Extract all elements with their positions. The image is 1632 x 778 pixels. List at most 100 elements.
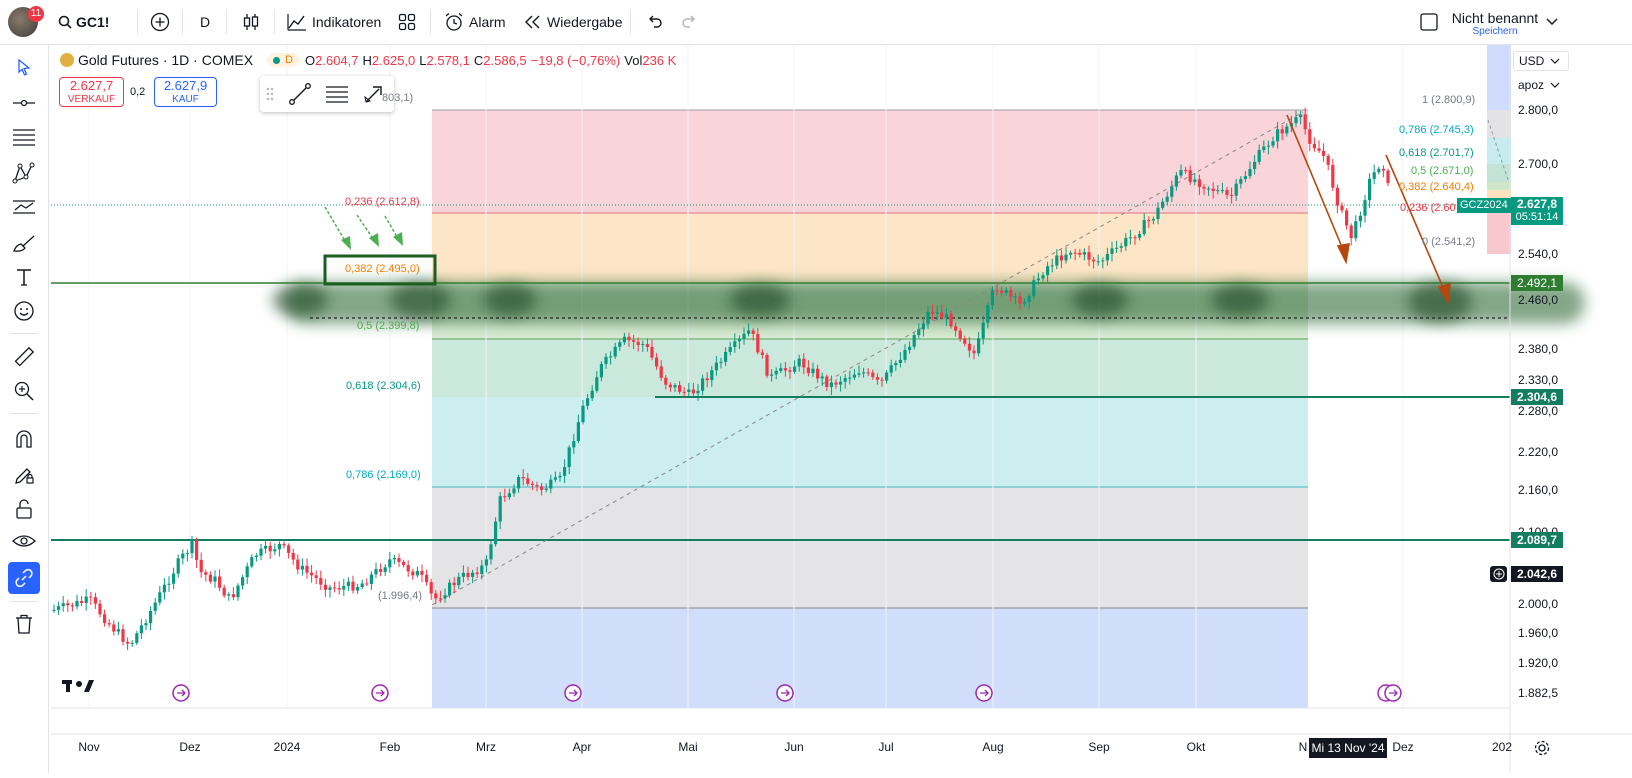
candle-body	[241, 577, 245, 586]
session-status[interactable]: D	[267, 53, 299, 67]
candle-body	[572, 441, 576, 448]
scale-dropdown[interactable]: apoz	[1513, 75, 1569, 95]
layout-name-block[interactable]: Nicht benannt Speichern	[1450, 10, 1540, 37]
text-tool[interactable]	[8, 261, 40, 293]
chart-pane[interactable]	[51, 45, 1632, 773]
candle-body	[1082, 252, 1086, 255]
candle-body	[185, 553, 189, 555]
floating-drawing-toolbar	[260, 76, 394, 112]
horizontal-ray-icon	[13, 99, 35, 107]
symbol-search-button[interactable]: GC1!	[58, 0, 109, 44]
redo-button[interactable]	[681, 0, 699, 44]
line-price-label-2304: 2.304,6	[1511, 389, 1563, 405]
chart-settings-button[interactable]	[1533, 739, 1551, 762]
candle-body	[1165, 196, 1169, 202]
candle-body	[779, 368, 783, 371]
layout-templates-button[interactable]	[398, 0, 416, 44]
interval-button[interactable]: D	[200, 14, 211, 30]
trend-line-tool[interactable]	[8, 87, 40, 119]
hide-drawings-tool[interactable]	[8, 525, 40, 557]
time-tick-label: 202	[1491, 740, 1513, 754]
brush-tool[interactable]	[8, 227, 40, 259]
candle-body	[434, 593, 438, 599]
candlestick-series	[52, 107, 1390, 651]
candle-body	[383, 567, 387, 572]
fib-retracement-icon[interactable]	[324, 82, 350, 106]
replay-button[interactable]: Wiedergabe	[524, 0, 623, 44]
currency-dropdown[interactable]: USD	[1513, 51, 1569, 71]
grid-icon	[398, 13, 416, 31]
candle-body	[494, 521, 498, 545]
candle-body	[1312, 143, 1316, 149]
candle-body	[392, 558, 396, 560]
candle-body	[66, 603, 70, 606]
candle-body	[581, 405, 585, 423]
add-alert-button[interactable]	[1490, 566, 1507, 582]
candle-body	[632, 340, 636, 342]
scale-label: apoz	[1518, 78, 1545, 92]
candles-icon	[243, 14, 259, 30]
arrow-tool-icon[interactable]	[362, 82, 386, 106]
candle-body	[912, 335, 916, 347]
candle-body	[259, 548, 263, 556]
indicators-button[interactable]: Indikatoren	[287, 0, 381, 44]
magnet-tool[interactable]	[8, 423, 40, 455]
candle-body	[503, 496, 507, 498]
remove-drawings-tool[interactable]	[8, 608, 40, 640]
candle-body	[995, 290, 999, 292]
replay-label: Wiedergabe	[547, 14, 623, 30]
zoom-tool[interactable]	[8, 375, 40, 407]
lock-drawings-tool[interactable]	[8, 493, 40, 525]
forecast-tool[interactable]	[8, 191, 40, 223]
candle-body	[475, 572, 479, 575]
price-chart[interactable]	[51, 45, 1632, 773]
time-tick-label: Sep	[1088, 740, 1110, 754]
measure-tool[interactable]	[8, 341, 40, 373]
candle-body	[1368, 178, 1372, 201]
pattern-tool[interactable]	[8, 157, 40, 189]
sync-drawings-tool[interactable]	[8, 562, 40, 594]
candle-body	[829, 382, 833, 388]
alert-button[interactable]: Alarm	[444, 0, 506, 44]
change-value: −19,8 (−0,76%)	[530, 52, 621, 68]
price-tick-label: 2.330,0	[1518, 373, 1559, 387]
indicators-icon	[287, 14, 306, 31]
candle-body	[52, 609, 56, 611]
gold-symbol-icon	[60, 53, 74, 67]
candle-body	[277, 543, 281, 550]
candle-body	[802, 358, 806, 368]
candle-body	[1299, 114, 1303, 118]
candle-body	[1142, 220, 1146, 234]
candle-body	[153, 602, 157, 611]
candle-body	[1064, 254, 1068, 261]
candle-body	[843, 378, 847, 382]
layout-menu-button[interactable]	[1419, 0, 1439, 44]
candle-body	[305, 565, 309, 573]
candle-body	[1179, 170, 1183, 176]
candle-body	[1225, 190, 1229, 195]
chart-type-button[interactable]	[242, 0, 260, 44]
keep-drawing-tool[interactable]	[8, 459, 40, 491]
candle-body	[954, 326, 958, 331]
trend-line-icon[interactable]	[288, 82, 312, 106]
layout-dropdown-button[interactable]	[1545, 0, 1559, 44]
time-tick-label: Okt	[1186, 740, 1206, 754]
candle-body	[599, 363, 603, 378]
undo-button[interactable]	[645, 0, 663, 44]
cursor-tool[interactable]	[8, 51, 40, 83]
compare-symbol-button[interactable]	[150, 0, 170, 44]
candle-body	[98, 603, 102, 615]
price-tick-label: 2.460,0	[1518, 293, 1559, 307]
candle-body	[319, 577, 323, 585]
candle-body	[1069, 252, 1073, 255]
candle-body	[1156, 207, 1160, 220]
legend-title[interactable]: Gold Futures · 1D · COMEX	[78, 52, 254, 68]
buy-button[interactable]: 2.627,9 KAUF	[154, 77, 217, 107]
candle-body	[1197, 179, 1201, 187]
fib-retracement-tool[interactable]	[8, 121, 40, 153]
candle-body	[190, 540, 194, 554]
price-tick-label: 2.540,0	[1518, 247, 1559, 261]
drag-handle-icon[interactable]	[266, 86, 274, 102]
sell-button[interactable]: 2.627,7 VERKAUF	[59, 77, 124, 107]
emoji-tool[interactable]	[8, 295, 40, 327]
